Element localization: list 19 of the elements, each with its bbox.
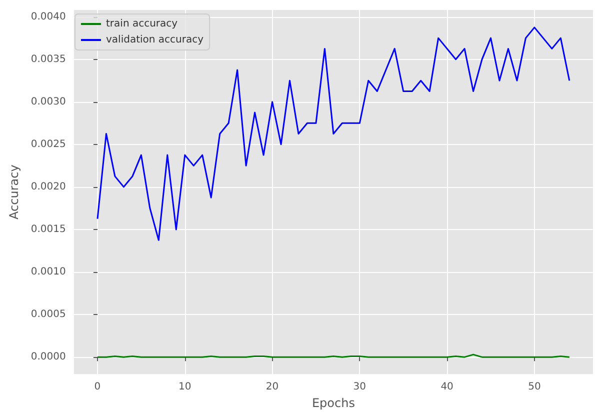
x-tick-label: 0 [94,382,101,393]
y-tick-label: 0.0005 [30,309,66,320]
x-tick-label: 50 [528,382,541,393]
x-tick-label: 30 [353,382,366,393]
y-tick-label: 0.0025 [30,138,66,150]
y-axis-title: Accuracy [7,164,21,220]
y-tick-label: 0.0035 [30,54,66,65]
x-axis-title: Epochs [312,396,355,410]
x-tick-label: 10 [178,382,192,393]
x-tick-label: 20 [266,382,279,393]
y-tick-label: 0.0000 [30,352,66,363]
y-tick-label: 0.0010 [30,266,66,278]
legend-label: validation accuracy [106,34,204,46]
y-tick-label: 0.0030 [30,96,66,108]
y-tick-label: 0.0040 [30,11,66,22]
legend-label: train accuracy [106,18,178,30]
y-tick-label: 0.0020 [30,181,66,192]
x-tick-label: 40 [440,382,454,393]
y-tick-label: 0.0015 [30,224,66,235]
